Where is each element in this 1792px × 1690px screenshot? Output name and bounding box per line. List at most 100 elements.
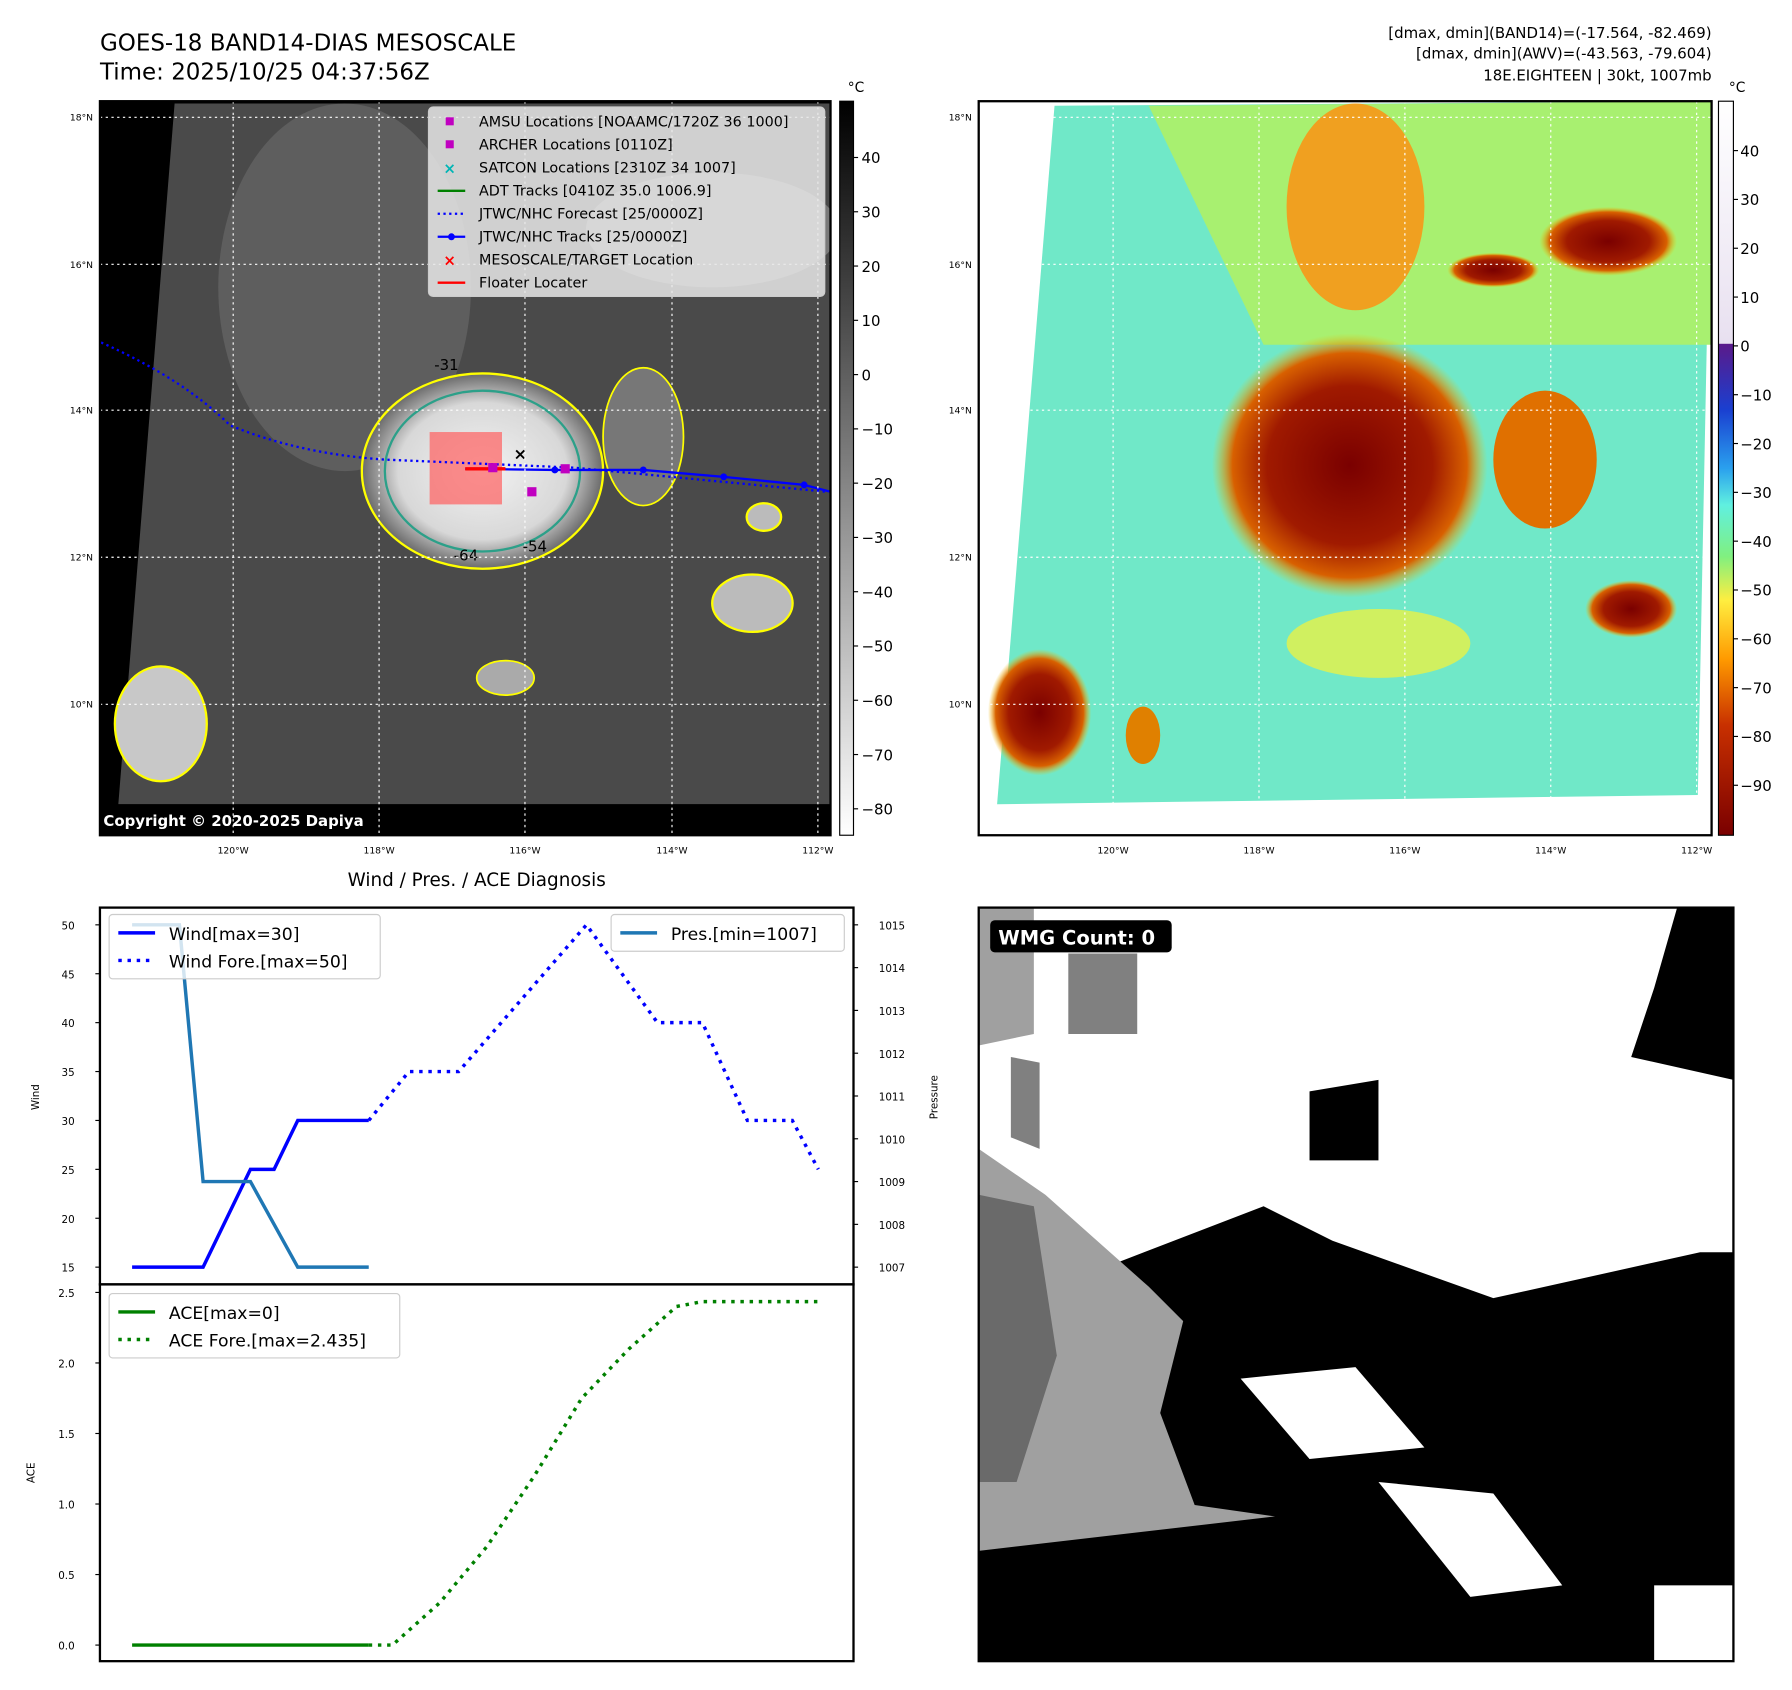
pressure-tick-label: 1011: [879, 1092, 905, 1104]
pressure-tick-label: 1015: [879, 920, 905, 932]
x-marker-icon: ×: [443, 251, 456, 269]
colorbar-tick-label: −50: [862, 638, 894, 656]
lon-label: 120°W: [1098, 846, 1129, 857]
target-marker-icon: ×: [513, 445, 526, 464]
pressure-tick-label: 1007: [879, 1263, 905, 1275]
colorbar-tick-label: −10: [1740, 386, 1772, 404]
diagnosis-chart: Wind Pressure ACE 15 20 25 30 35 40 45 50 1007 10…: [25, 906, 940, 1663]
lat-label: 12°N: [70, 553, 93, 564]
band14-stats: [dmax, dmin](BAND14)=(-17.564, -82.469): [1388, 24, 1711, 42]
lat-label: 16°N: [949, 260, 972, 271]
colorbar-tick-label: −30: [1740, 484, 1772, 502]
best-track: [465, 467, 831, 493]
wind-tick-label: 40: [62, 1018, 75, 1030]
legend-label: ARCHER Locations [0110Z]: [479, 137, 673, 153]
colorbar-tick-label: 0: [862, 366, 872, 384]
awv-map-panel: 18°N 16°N 14°N 12°N 10°N 120°W 118°W 116°W 114°W…: [949, 80, 1772, 857]
colorbar-tick-label: −80: [1740, 728, 1772, 746]
colorbar-tick-label: −60: [1740, 631, 1772, 649]
lon-label: 112°W: [802, 846, 833, 857]
pressure-tick-label: 1008: [879, 1220, 905, 1232]
lon-label: 118°W: [1243, 846, 1274, 857]
chart-legend: [610, 913, 845, 952]
wmg-panel: WMG Count: 0: [977, 906, 1735, 1663]
colorbar-tick-label: 20: [862, 258, 881, 276]
chart-legend: [108, 913, 381, 980]
wind-tick-label: 20: [62, 1214, 75, 1226]
awv-stats: [dmax, dmin](AWV)=(-43.563, -79.604): [1416, 45, 1712, 63]
lat-label: 16°N: [70, 260, 93, 271]
lat-label: 14°N: [70, 406, 93, 417]
forecast-track: [100, 341, 828, 493]
pressure-axis-label: Pressure: [928, 1075, 940, 1119]
chart-legend: [108, 1292, 401, 1359]
lon-label: 116°W: [1389, 846, 1420, 857]
colorbar-tick-label: −40: [862, 583, 894, 601]
wind-tick-label: 30: [62, 1116, 75, 1128]
colorbar-tick-label: 30: [1740, 191, 1759, 209]
lat-label: 18°N: [949, 113, 972, 124]
x-marker-icon: ×: [443, 160, 456, 178]
lat-label: 10°N: [70, 700, 93, 711]
lon-label: 118°W: [363, 846, 394, 857]
legend-label: AMSU Locations [NOAAMC/1720Z 36 1000]: [479, 114, 788, 130]
colorbar-tick-label: 10: [1740, 289, 1759, 307]
lat-label: 14°N: [949, 406, 972, 417]
map-gridlines: [978, 101, 1712, 836]
colorbar-tick-label: −30: [862, 529, 894, 547]
colorbar-tick-label: −10: [862, 421, 894, 439]
storm-info: 18E.EIGHTEEN | 30kt, 1007mb: [1483, 67, 1711, 85]
figure-title: GOES-18 BAND14-DIAS MESOSCALE: [100, 31, 516, 57]
colorbar-tick-label: −70: [862, 746, 894, 764]
lon-label: 116°W: [509, 846, 540, 857]
wmg-count-badge: [990, 920, 1172, 953]
legend-label: JTWC/NHC Forecast [25/0000Z]: [478, 206, 703, 222]
pressure-tick-label: 1009: [879, 1177, 905, 1189]
lon-label: 120°W: [218, 846, 249, 857]
legend-label: MESOSCALE/TARGET Location: [479, 252, 693, 268]
legend-label: ADT Tracks [0410Z 35.0 1006.9]: [479, 183, 712, 199]
wind-axis-label: Wind: [30, 1084, 42, 1110]
legend-label: SATCON Locations [2310Z 34 1007]: [479, 160, 736, 176]
ace-tick-label: 0.0: [58, 1641, 74, 1653]
contour-label: -31: [434, 356, 458, 374]
colorbar-tick-label: 20: [1740, 240, 1759, 258]
legend-label: Floater Locater: [479, 275, 587, 291]
colorbar-tick-label: −50: [1740, 582, 1772, 600]
ace-forecast-line: [368, 1299, 819, 1647]
wmg-imagery: [978, 907, 1734, 1662]
lat-label: 10°N: [949, 700, 972, 711]
colorbar-tick-label: −20: [862, 475, 894, 493]
wind-tick-label: 50: [62, 920, 75, 932]
colorbar-tick-label: 40: [862, 149, 881, 167]
awv-imagery: [978, 101, 1712, 836]
colorbar-tick-label: −80: [862, 801, 894, 819]
colorbar-unit: °C: [848, 80, 865, 96]
pressure-tick-label: 1012: [879, 1049, 905, 1061]
square-marker-icon: [445, 117, 454, 126]
colorbar-unit: °C: [1729, 80, 1746, 96]
wind-tick-label: 25: [62, 1165, 75, 1177]
chart-legend-label: ACE Fore.[max=2.435]: [169, 1331, 366, 1351]
ir-map-panel: × -64 -54 -31 Copyright © 2020-2025 Dapi…: [70, 80, 893, 857]
ace-axis-label: ACE: [25, 1462, 37, 1483]
legend-label: JTWC/NHC Tracks [25/0000Z]: [478, 229, 687, 245]
ace-tick-label: 1.0: [58, 1500, 74, 1512]
lon-label: 114°W: [1535, 846, 1566, 857]
figure-time: Time: 2025/10/25 04:37:56Z: [99, 59, 430, 85]
lat-label: 18°N: [70, 113, 93, 124]
ace-tick-label: 0.5: [58, 1570, 74, 1582]
square-marker-icon: [445, 140, 454, 149]
pressure-tick-label: 1014: [879, 963, 905, 975]
lon-label: 114°W: [656, 846, 687, 857]
ace-tick-label: 2.5: [58, 1288, 74, 1300]
colorbar-tick-label: 0: [1740, 338, 1750, 356]
ace-axes: [98, 1283, 855, 1663]
colorbar-tick-label: −90: [1740, 777, 1772, 795]
pressure-tick-label: 1010: [879, 1134, 905, 1146]
lat-label: 12°N: [949, 553, 972, 564]
colorbar-tick-label: 30: [862, 204, 881, 222]
chart-legend-label: Wind Fore.[max=50]: [169, 952, 348, 972]
colorbar-tick-label: −70: [1740, 679, 1772, 697]
wind-line: [132, 1118, 369, 1269]
